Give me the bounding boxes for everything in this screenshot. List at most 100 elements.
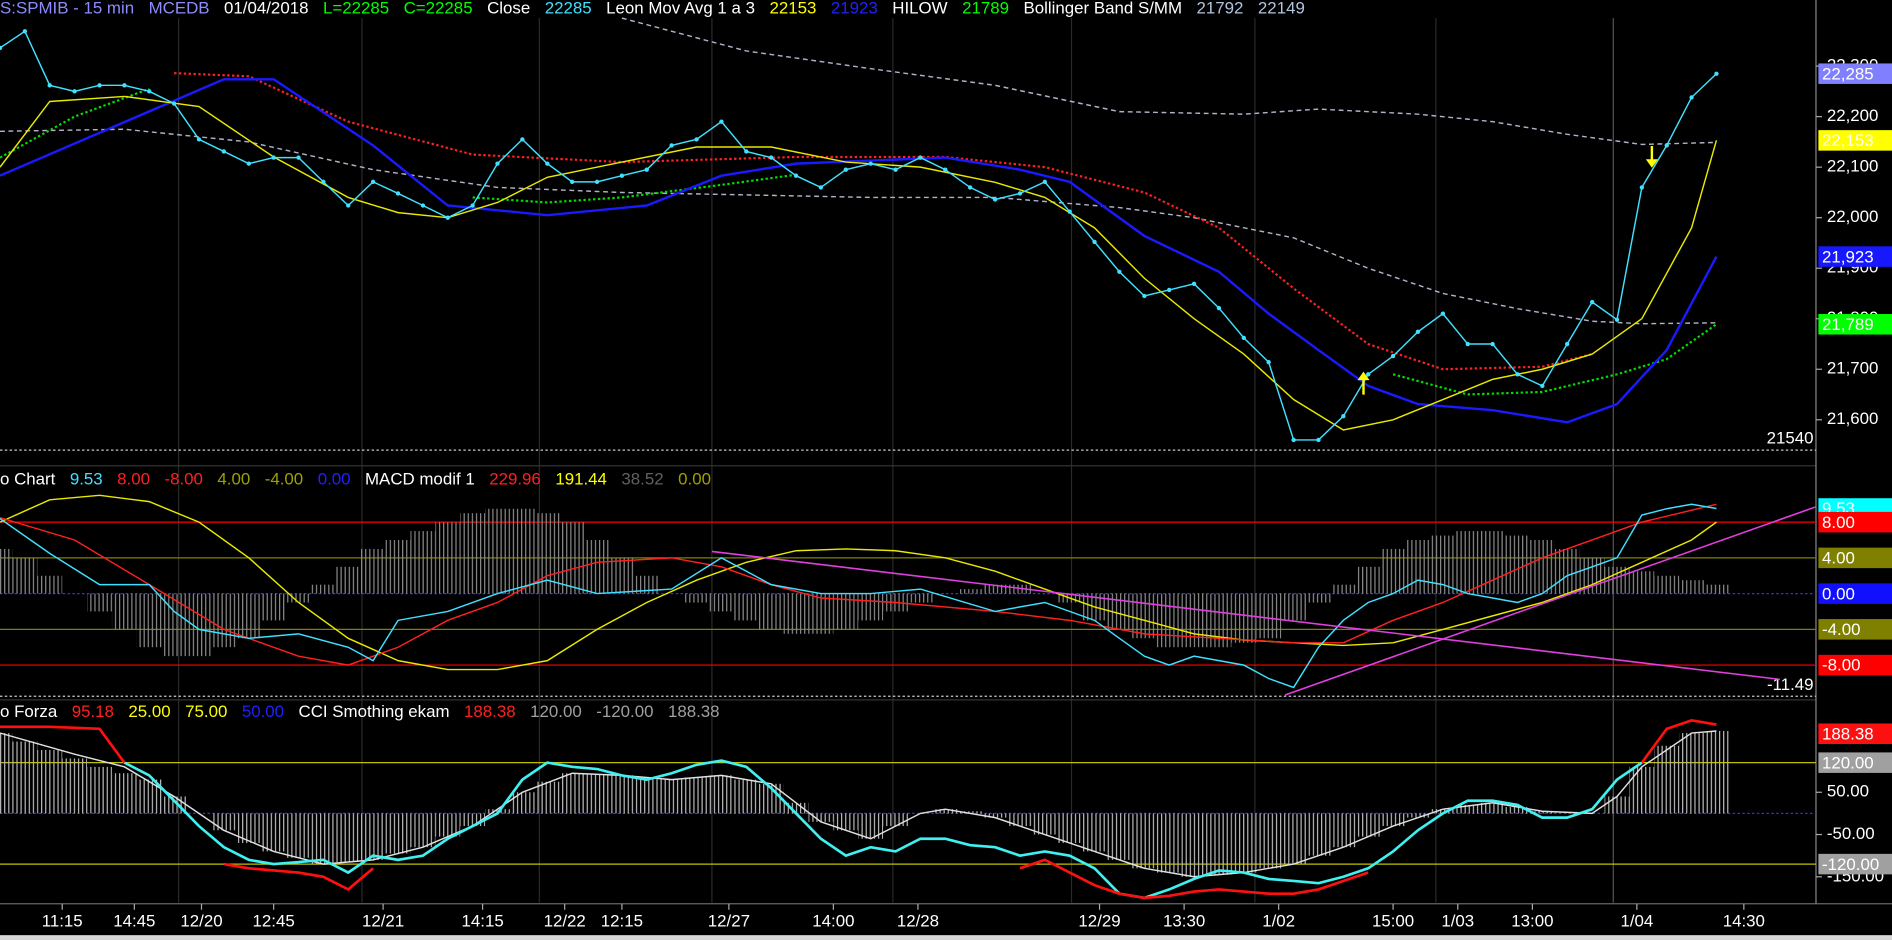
y-tick-label: 22,100 bbox=[1827, 157, 1879, 176]
header-item: Leon Mov Avg 1 a 3 bbox=[606, 0, 755, 18]
histogram-bar bbox=[460, 513, 486, 594]
histogram-bar bbox=[1057, 813, 1083, 843]
y-tick-label: 22,000 bbox=[1827, 207, 1879, 226]
y-tick-label: 22,200 bbox=[1827, 106, 1879, 125]
histogram-bar bbox=[1281, 593, 1307, 621]
histogram-bar bbox=[1231, 813, 1257, 873]
value-tag-label: 22,153 bbox=[1822, 131, 1874, 150]
value-tag-label: -120.00 bbox=[1822, 855, 1879, 874]
histogram-bar bbox=[1704, 584, 1729, 594]
header-item: 120.00 bbox=[530, 703, 582, 722]
header-item: 0.00 bbox=[678, 470, 711, 489]
histogram-bar bbox=[584, 774, 610, 814]
y-tick-label: -50.00 bbox=[1827, 824, 1875, 843]
header-item: -4.00 bbox=[265, 470, 303, 489]
x-tick-label: 12/29 bbox=[1078, 911, 1120, 930]
header-item: L=22285 bbox=[323, 0, 389, 18]
histogram-bar bbox=[1330, 584, 1356, 594]
histogram-bar bbox=[335, 813, 361, 862]
header-item: 95.18 bbox=[72, 703, 114, 722]
histogram-bar bbox=[1007, 584, 1033, 594]
histogram-bar bbox=[37, 575, 63, 594]
header-item: 229.96 bbox=[489, 470, 541, 489]
histogram-bar bbox=[1306, 593, 1331, 603]
histogram-bar bbox=[410, 531, 436, 594]
series-line bbox=[123, 759, 1643, 900]
series-line bbox=[0, 503, 1717, 689]
histogram-bar bbox=[261, 813, 287, 852]
pane-header: o Chart 9.53 8.00 -8.00 4.00 -4.00 0.00 MACD mo… bbox=[0, 470, 711, 489]
histogram-bar bbox=[485, 508, 510, 594]
histogram-bar bbox=[957, 811, 983, 814]
series-line bbox=[0, 494, 1717, 671]
min-line-label: -11.49 bbox=[1767, 675, 1814, 694]
histogram-bar bbox=[1131, 593, 1157, 639]
histogram-bar bbox=[0, 548, 13, 594]
header-item: 01/04/2018 bbox=[224, 0, 308, 18]
histogram-bar bbox=[1529, 540, 1555, 594]
x-tick-label: 15:00 bbox=[1372, 911, 1414, 930]
header-item: MCEDB bbox=[149, 0, 210, 18]
histogram-bar bbox=[12, 557, 38, 594]
histogram-bar bbox=[1231, 593, 1257, 643]
histogram-bar bbox=[559, 522, 585, 594]
histogram-bar bbox=[634, 575, 660, 594]
header-item: 22149 bbox=[1258, 0, 1305, 18]
histogram-bar bbox=[957, 589, 983, 594]
histogram-bar bbox=[584, 540, 610, 594]
histogram-bar bbox=[261, 593, 287, 621]
x-tick-label: 1/03 bbox=[1441, 911, 1474, 930]
histogram-bar bbox=[534, 513, 560, 594]
scrollbar bbox=[0, 935, 1892, 940]
value-tag bbox=[1818, 63, 1892, 84]
x-tick-label: 13:00 bbox=[1511, 911, 1553, 930]
histogram-bar bbox=[37, 749, 63, 814]
histogram-bar bbox=[808, 813, 834, 822]
histogram-bar bbox=[534, 781, 560, 814]
histogram-bar bbox=[1380, 813, 1406, 827]
y-tick-label: 21,600 bbox=[1827, 409, 1879, 428]
histogram-bar bbox=[1082, 813, 1108, 852]
header-item: 8.00 bbox=[117, 470, 150, 489]
min-line-label: 21540 bbox=[1767, 429, 1814, 448]
histogram-bar bbox=[1455, 804, 1481, 814]
histogram-bar bbox=[883, 813, 908, 827]
x-tick-label: 12:45 bbox=[253, 911, 295, 930]
histogram-bar bbox=[1007, 813, 1033, 827]
histogram-bar bbox=[1131, 813, 1157, 869]
histogram-bar bbox=[1256, 593, 1282, 639]
value-tag bbox=[1818, 583, 1892, 604]
series-line bbox=[0, 730, 1717, 878]
x-tick-label: 12/28 bbox=[897, 911, 939, 930]
value-tag bbox=[1818, 314, 1892, 335]
value-tag bbox=[1818, 130, 1892, 151]
value-tag-label: 21,789 bbox=[1822, 315, 1874, 334]
x-tick-label: 14:15 bbox=[461, 911, 503, 930]
header-item: HILOW bbox=[892, 0, 947, 18]
histogram-bar bbox=[87, 593, 112, 612]
histogram-bar bbox=[385, 813, 411, 854]
header-item: 75.00 bbox=[185, 703, 227, 722]
histogram-bar bbox=[1679, 733, 1705, 814]
histogram-bar bbox=[1256, 813, 1282, 869]
histogram-bar bbox=[1430, 809, 1456, 814]
header-item: 22285 bbox=[545, 0, 592, 18]
histogram-bar bbox=[211, 813, 237, 831]
header-item: 22153 bbox=[769, 0, 816, 18]
x-tick-label: 14:30 bbox=[1723, 911, 1765, 930]
histogram-bar bbox=[1629, 766, 1655, 814]
header-item: 188.38 bbox=[668, 703, 720, 722]
series-line bbox=[0, 503, 1717, 666]
histogram-bar bbox=[1156, 813, 1182, 873]
header-item: 191.44 bbox=[555, 470, 607, 489]
x-tick-label: 13:30 bbox=[1163, 911, 1205, 930]
header-item: -120.00 bbox=[596, 703, 653, 722]
value-tag bbox=[1818, 619, 1892, 640]
header-item: 25.00 bbox=[128, 703, 170, 722]
x-tick-label: 12/21 bbox=[362, 911, 404, 930]
histogram-bar bbox=[1181, 593, 1207, 648]
header-item: 4.00 bbox=[217, 470, 250, 489]
value-tag-label: 8.00 bbox=[1822, 513, 1855, 532]
histogram-bar bbox=[12, 741, 38, 814]
value-tag bbox=[1818, 547, 1892, 569]
